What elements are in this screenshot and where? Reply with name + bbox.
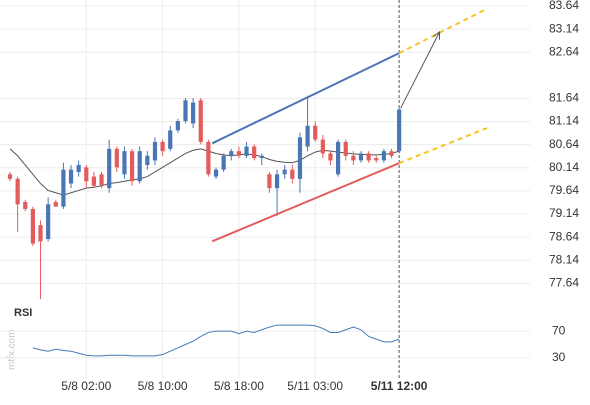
candle-body <box>15 178 20 205</box>
moving-average <box>9 148 400 196</box>
candle-body <box>236 151 242 156</box>
rsi-line <box>32 324 400 357</box>
arrow <box>400 31 441 109</box>
y-tick-label: 81.14 <box>549 114 579 128</box>
candle-body <box>328 153 333 161</box>
candle-body <box>397 109 402 152</box>
rsi-label: RSI <box>14 307 32 319</box>
candle-body <box>259 155 264 159</box>
candle-body <box>335 141 341 175</box>
candle-body <box>244 146 249 156</box>
candle-body <box>114 148 119 168</box>
x-tick-label: 5/8 18:00 <box>214 379 264 393</box>
candle-body <box>160 141 165 152</box>
candle-body <box>198 100 203 142</box>
candle-body <box>389 151 394 156</box>
watermark: mtfx.com <box>7 329 18 370</box>
y-tick-label: 78.14 <box>549 252 579 266</box>
y-tick-label: 80.64 <box>549 137 579 151</box>
rsi-tick-label: 30 <box>552 350 566 364</box>
y-tick-label: 83.14 <box>549 21 579 35</box>
candle-body <box>374 158 379 161</box>
candle-body <box>145 155 150 166</box>
x-tick-label: 5/11 12:00 <box>371 379 428 393</box>
y-tick-label: 78.64 <box>549 229 579 243</box>
y-tick-label: 83.64 <box>549 0 579 12</box>
candle-body <box>343 141 348 156</box>
candle-body <box>282 169 287 175</box>
arrow-head <box>432 30 441 40</box>
candle-body <box>7 174 13 179</box>
candle-body <box>99 174 104 186</box>
candle-body <box>305 125 310 147</box>
y-tick-label: 82.64 <box>549 44 579 58</box>
y-tick-label: 80.14 <box>549 160 579 174</box>
candle-body <box>213 169 219 177</box>
candle-body <box>221 155 226 170</box>
y-tick-label: 79.64 <box>549 183 579 197</box>
trend-line <box>398 127 488 165</box>
candle-body <box>30 208 35 244</box>
candle-body <box>168 130 173 149</box>
y-tick-label: 81.64 <box>549 91 579 105</box>
candle-body <box>290 169 295 179</box>
rsi-tick-label: 70 <box>552 323 566 337</box>
y-tick-label: 77.64 <box>549 276 579 290</box>
candle-body <box>23 202 28 209</box>
candle-body <box>274 174 280 189</box>
trend-line <box>211 162 400 243</box>
candle-body <box>206 141 211 175</box>
candle-body <box>297 137 303 179</box>
candle-body <box>267 174 272 189</box>
candle-body <box>191 102 196 124</box>
trend-line <box>211 52 400 145</box>
candle-body <box>76 165 81 172</box>
candle-body <box>122 151 127 175</box>
y-tick-label: 79.14 <box>549 206 579 220</box>
candle-body <box>320 139 325 154</box>
candle-body <box>38 225 43 242</box>
candle-body <box>152 141 158 161</box>
candle-body <box>229 151 234 156</box>
candle-body <box>137 151 142 182</box>
candle-body <box>61 169 66 207</box>
candle-body <box>358 153 364 161</box>
candle-body <box>107 148 112 189</box>
candle-body <box>351 155 356 161</box>
candle-body <box>53 202 58 207</box>
candle-body <box>252 146 257 159</box>
candle-body <box>183 100 188 122</box>
candle-body <box>366 153 371 161</box>
candle-body <box>84 167 89 182</box>
x-tick-label: 5/11 03:00 <box>287 379 343 393</box>
candle-body <box>313 125 318 140</box>
candle-body <box>46 204 51 239</box>
candle-body <box>68 169 74 184</box>
x-tick-label: 5/8 10:00 <box>138 379 188 393</box>
candle-body <box>175 121 180 131</box>
candle-body <box>129 151 135 182</box>
trend-line <box>398 7 488 55</box>
candle-body <box>381 151 386 161</box>
candle-body <box>91 176 97 186</box>
x-tick-label: 5/8 02:00 <box>61 379 111 393</box>
